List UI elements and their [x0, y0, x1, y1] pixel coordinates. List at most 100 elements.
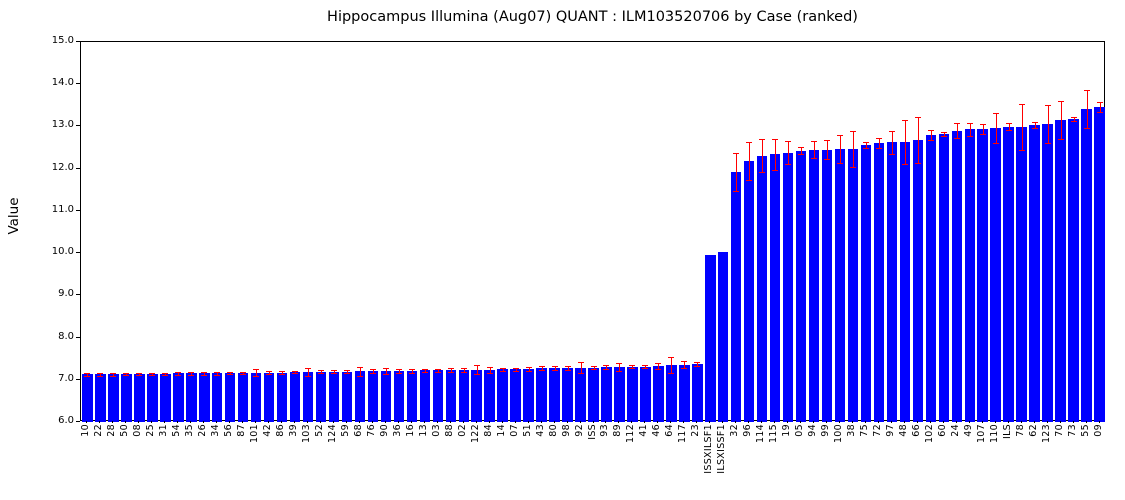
- y-axis-tick: [76, 167, 80, 169]
- x-axis-tick: [501, 421, 503, 423]
- bar: [536, 368, 547, 422]
- y-axis-tick: [76, 125, 80, 127]
- error-bar-line: [191, 372, 193, 375]
- error-bar-line: [515, 367, 517, 371]
- error-bar-cap-top: [149, 372, 156, 374]
- bar: [134, 373, 145, 422]
- error-bar-line: [178, 372, 180, 375]
- x-axis-tick-label: 50: [119, 424, 131, 437]
- x-axis-tick-label: 122: [469, 424, 481, 444]
- error-bar-cap-top: [525, 366, 532, 368]
- x-axis-tick-label: 42: [262, 424, 274, 437]
- x-axis-tick: [800, 421, 802, 423]
- bar: [458, 370, 469, 422]
- error-bar-line: [165, 372, 167, 376]
- x-axis-tick: [514, 421, 516, 423]
- x-axis-tick-label: 101: [249, 424, 261, 444]
- x-axis-tick: [968, 421, 970, 423]
- error-bar-cap-top: [408, 369, 415, 371]
- error-bar-cap-top: [486, 366, 493, 368]
- error-bar-cap-bottom: [746, 180, 753, 182]
- error-bar-cap-top: [966, 123, 973, 125]
- error-bar-cap-bottom: [668, 372, 675, 374]
- bar: [484, 369, 495, 422]
- error-bar-line: [736, 153, 738, 192]
- bar: [964, 129, 976, 422]
- x-axis-tick: [449, 421, 451, 423]
- error-bar-line: [1008, 123, 1010, 131]
- y-axis-tick: [76, 294, 80, 296]
- y-axis-tick: [76, 209, 80, 211]
- x-axis-tick-label: 90: [378, 424, 390, 437]
- x-axis-tick: [268, 421, 270, 423]
- error-bar-line: [619, 363, 621, 371]
- bar: [419, 370, 431, 422]
- error-bar-line: [645, 365, 647, 369]
- x-axis-tick: [112, 421, 114, 423]
- error-bar-cap-top: [785, 141, 792, 143]
- error-bar-cap-bottom: [785, 164, 792, 166]
- error-bar-line: [372, 369, 374, 374]
- x-axis-tick-label: 07: [508, 424, 520, 437]
- error-bar-cap-top: [447, 367, 454, 369]
- x-axis-tick-label: ILS: [1001, 424, 1013, 440]
- error-bar-cap-top: [382, 367, 389, 369]
- x-axis-tick: [683, 421, 685, 423]
- x-axis-tick-label: 115: [768, 424, 780, 444]
- bar: [406, 370, 418, 422]
- y-axis-tick-label: 9.0: [58, 288, 74, 300]
- x-axis-tick: [216, 421, 218, 423]
- error-bar-cap-top: [655, 362, 662, 364]
- error-bar-cap-bottom: [603, 369, 610, 371]
- bar: [354, 371, 366, 422]
- error-bar-cap-bottom: [590, 369, 597, 371]
- error-bar-line: [658, 362, 660, 369]
- error-bar-cap-top: [862, 142, 869, 144]
- x-axis-tick-label: 56: [223, 424, 235, 437]
- y-axis-tick: [76, 421, 80, 422]
- error-bar-cap-bottom: [992, 142, 999, 144]
- x-axis-tick: [592, 421, 594, 423]
- bar: [782, 152, 794, 422]
- bar: [523, 368, 534, 422]
- x-axis-tick-label: 39: [288, 424, 300, 437]
- bar: [847, 148, 859, 422]
- error-bar-cap-bottom: [681, 368, 688, 370]
- error-bar-cap-top: [940, 131, 947, 133]
- error-bar-cap-top: [953, 123, 960, 125]
- y-axis-tick: [76, 41, 80, 42]
- x-axis-tick-label: 03: [430, 424, 442, 437]
- x-axis-tick-label: 93: [599, 424, 611, 437]
- x-axis-tick-label: 89: [612, 424, 624, 437]
- error-bar-cap-top: [318, 370, 325, 372]
- bar: [315, 371, 327, 422]
- x-axis-tick: [994, 421, 996, 423]
- error-bar-line: [1034, 122, 1036, 129]
- error-bar-line: [749, 142, 751, 181]
- bar: [977, 128, 988, 422]
- x-axis-tick-label: 41: [638, 424, 650, 437]
- x-axis-tick-label: 60: [936, 424, 948, 437]
- x-axis-tick-label: 75: [858, 424, 870, 437]
- x-axis-tick: [864, 421, 866, 423]
- x-axis-tick: [1072, 421, 1074, 423]
- x-axis-tick-label: 35: [184, 424, 196, 437]
- error-bar-cap-top: [616, 363, 623, 365]
- error-bar-line: [775, 138, 777, 170]
- error-bar-cap-bottom: [356, 375, 363, 377]
- x-axis-tick: [423, 421, 425, 423]
- bar: [393, 370, 405, 422]
- x-axis-tick-label: 32: [729, 424, 741, 437]
- bar: [211, 373, 223, 422]
- error-bar-cap-bottom: [1057, 138, 1064, 140]
- bar: [173, 373, 184, 422]
- x-axis-tick-label: 99: [820, 424, 832, 437]
- bar: [1094, 107, 1105, 422]
- x-axis-tick: [722, 421, 724, 423]
- bar: [912, 139, 924, 422]
- bar: [679, 364, 690, 422]
- error-bar-line: [580, 362, 582, 373]
- bar: [1055, 119, 1066, 422]
- x-axis-tick: [813, 421, 815, 423]
